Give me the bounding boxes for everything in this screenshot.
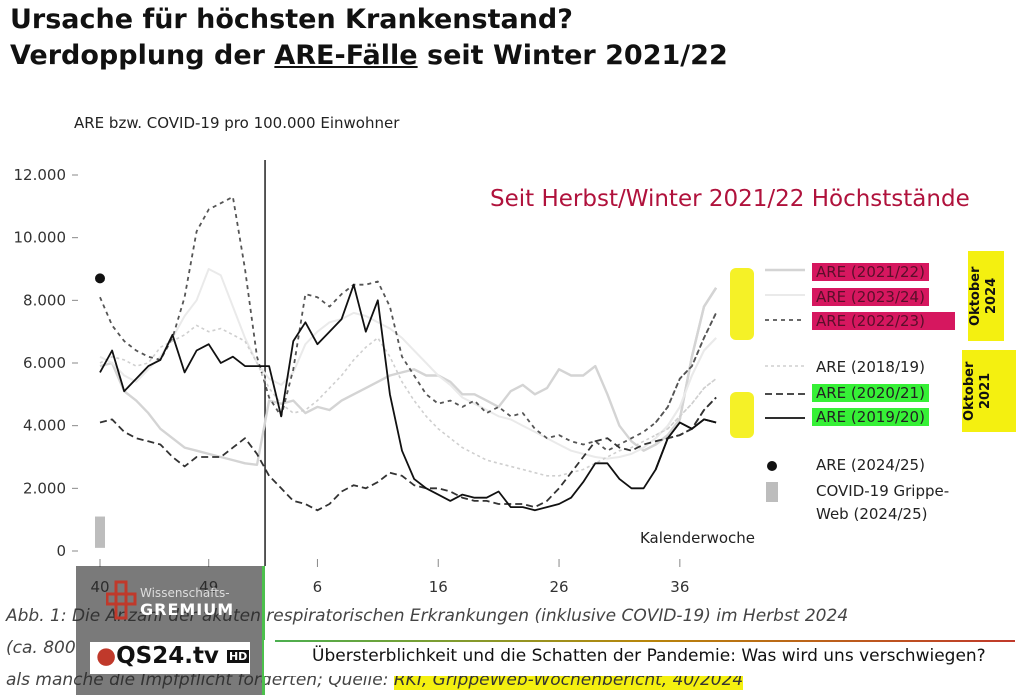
y-tick-label: 0 [56,542,66,560]
legend-item-are-2023-24: ARE (2023/24) [812,288,929,306]
are-2024-25-point [95,273,105,284]
series-line-are-2022-23 [99,196,717,452]
series-line-are-2019-20 [99,283,717,512]
title-line-2: Verdopplung der ARE-Fälle seit Winter 20… [10,40,728,71]
y-tick-label: 6.000 [23,354,66,372]
oktober-2024-label: Oktober 2024 [968,251,1004,341]
legend-swatch-are-2024-25 [767,461,777,471]
slide-title: Ursache für höchsten Krankenstand? Verdo… [10,2,728,74]
y-tick-label: 12.000 [14,166,67,184]
series-line-end-segment [654,287,718,446]
series-line-are-2021-22 [99,287,718,466]
y-tick-label: 8.000 [23,291,66,309]
legend-item-are-2020-21: ARE (2020/21) [812,384,929,402]
channel-name: ●QS24.tv HD [96,643,250,669]
logo-subtitle: Wissenschafts- [140,586,230,600]
legend-item-are-2024-25: ARE (2024/25) [816,456,925,474]
ticker-accent-line [275,640,1015,642]
y-tick-label: 2.000 [23,479,66,497]
chart-annotation: Seit Herbst/Winter 2021/22 Höchststände [490,186,970,212]
title-underlined-term: ARE-Fälle [274,40,418,71]
news-ticker [264,640,1024,676]
legend-item-covid-line1: COVID-19 Grippe- [816,482,950,500]
x-tick-label: 36 [670,578,689,596]
legend-item-covid-line2: Web (2024/25) [816,505,928,523]
series-line-end-segment [654,418,717,470]
y-axis-label: ARE bzw. COVID-19 pro 100.000 Einwohner [74,114,400,132]
logo-title: GREMIUM [140,600,235,619]
legend-item-are-2022-23: ARE (2022/23) [812,312,955,330]
x-axis-label: Kalenderwoche [640,529,755,547]
x-tick-label: 16 [429,578,448,596]
legend-item-are-2021-22: ARE (2021/22) [812,263,929,281]
series-line-end-segment [654,312,717,424]
title-line-1: Ursache für höchsten Krankenstand? [10,4,573,35]
covid-grippeweb-bar [95,516,105,548]
x-tick-label: 6 [313,578,323,596]
y-tick-label: 4.000 [23,417,66,435]
ticker-text: Übersterblichkeit und die Schatten der P… [312,646,986,666]
channel-box [90,642,250,674]
series-line-are-2023-24 [99,268,717,460]
highlight-2024-peak [730,268,754,340]
series-line-end-segment [654,337,717,439]
figure-caption-line-2: (ca. 800 [6,638,76,658]
series-line-are-2020-21 [99,396,717,512]
legend-swatch-covid [766,482,778,502]
overlay-divider [262,566,265,695]
oktober-2021-label: Oktober 2021 [962,350,1016,432]
hd-badge: HD [226,650,250,663]
cross-logo-icon [106,580,137,620]
highlight-2021-peak [730,392,754,438]
legend-item-are-2019-20: ARE (2019/20) [812,408,929,426]
x-tick-label: 26 [549,578,568,596]
series-line-are-2018-19 [99,324,717,477]
legend-item-are-2018-19: ARE (2018/19) [816,358,925,376]
y-tick-label: 10.000 [14,229,67,247]
